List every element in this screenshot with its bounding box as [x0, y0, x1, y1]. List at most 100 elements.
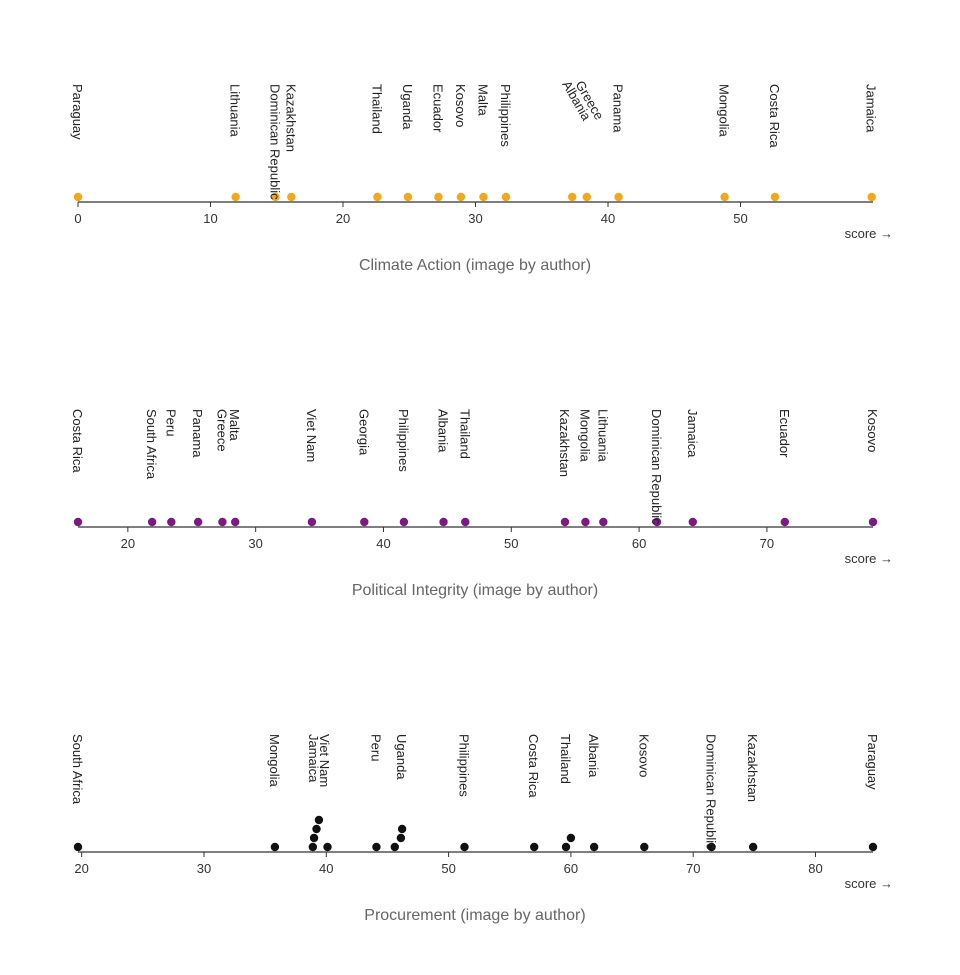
country-label: Albania — [436, 409, 451, 453]
data-point — [323, 842, 332, 852]
data-point — [581, 517, 590, 527]
country-label: Albania — [586, 734, 601, 778]
country-label: South Africa — [144, 409, 159, 480]
data-point — [479, 192, 488, 202]
country-label: Kazakhstan — [283, 84, 298, 152]
data-point — [390, 842, 399, 852]
x-tick-label: 30 — [468, 211, 482, 226]
country-label: Paraguay — [865, 734, 880, 790]
data-point — [271, 192, 280, 202]
country-label: Uganda — [400, 84, 415, 130]
chart-caption: Procurement (image by author) — [364, 907, 586, 924]
data-point — [566, 833, 576, 843]
x-axis-label: score → — [845, 876, 893, 891]
x-tick-label: 20 — [336, 211, 350, 226]
data-point — [868, 842, 878, 852]
country-label: Kosovo — [636, 734, 651, 777]
country-label: Thailand — [369, 84, 384, 134]
chart-panel-political-integrity: 20 30 40 50 60 70 score → Costa Rica South Afric… — [0, 325, 960, 650]
data-point — [720, 192, 729, 202]
country-label: Jamaica — [864, 84, 879, 133]
data-point — [707, 842, 716, 852]
country-label: Mongolia — [267, 734, 282, 788]
data-point — [530, 842, 539, 852]
x-tick-label: 60 — [564, 861, 578, 876]
country-label: Mongolia — [717, 84, 732, 138]
data-point — [397, 824, 407, 834]
data-point — [439, 517, 448, 527]
country-label: Malta — [227, 409, 242, 442]
country-label: Costa Rica — [526, 734, 541, 798]
country-label: South Africa — [70, 734, 85, 805]
data-point — [868, 517, 878, 527]
data-point — [780, 517, 790, 527]
data-point — [312, 824, 321, 834]
data-point — [501, 192, 511, 202]
country-label: Dominican Republic — [704, 734, 719, 850]
data-point — [147, 517, 157, 527]
data-point — [287, 192, 296, 202]
country-label: Paraguay — [70, 84, 85, 140]
country-label: Philippines — [396, 409, 411, 472]
country-label: Lithuania — [595, 409, 610, 463]
x-tick-label: 20 — [74, 861, 88, 876]
data-point — [309, 833, 319, 843]
country-label: Kazakhstan — [745, 734, 760, 802]
x-tick-label: 40 — [319, 861, 333, 876]
country-label: Georgia — [356, 409, 371, 456]
chart-procurement: 20 30 40 50 60 70 80 score → South Africa Mongoli… — [70, 734, 893, 891]
country-label: Costa Rica — [767, 84, 782, 148]
data-point — [748, 842, 758, 852]
x-tick-label: 70 — [760, 536, 774, 551]
data-point — [373, 192, 382, 202]
country-label: Ecuador — [430, 84, 445, 133]
data-point — [360, 517, 369, 527]
data-point — [270, 842, 280, 852]
data-point — [73, 517, 83, 527]
country-label: Malta — [475, 84, 490, 117]
x-tick-label: 50 — [733, 211, 747, 226]
data-point — [456, 192, 466, 202]
country-label: Dominican Republic — [267, 84, 282, 200]
data-point — [640, 842, 649, 852]
data-point — [193, 517, 203, 527]
x-tick-label: 40 — [601, 211, 615, 226]
chart-caption: Political Integrity (image by author) — [351, 582, 599, 599]
chart-panel-climate-action: 0 10 20 30 40 50 score → Paraguay Lithuania Domin… — [0, 0, 960, 325]
data-point — [460, 842, 469, 852]
data-point — [599, 517, 608, 527]
data-point — [308, 842, 318, 852]
data-point — [307, 517, 317, 527]
x-axis-label: score → — [845, 226, 893, 241]
x-tick-label: 40 — [376, 536, 390, 551]
data-point — [73, 192, 83, 202]
chart-panel-procurement: 20 30 40 50 60 70 80 score → South Africa Mongoli… — [0, 650, 960, 975]
data-point — [231, 517, 240, 527]
x-tick-label: 70 — [686, 861, 700, 876]
x-tick-label: 20 — [121, 536, 135, 551]
data-point — [167, 517, 176, 527]
data-point — [218, 517, 227, 527]
country-label: Jamaica — [306, 734, 321, 783]
data-point — [314, 815, 324, 825]
data-point — [231, 192, 240, 202]
country-label: Jamaica — [685, 409, 700, 458]
country-label: Thailand — [457, 409, 472, 459]
data-point — [614, 192, 623, 202]
x-tick-label: 60 — [632, 536, 646, 551]
chart-climate-action: 0 10 20 30 40 50 score → Paraguay Lithuania Domin… — [70, 78, 893, 241]
data-point — [589, 842, 599, 852]
x-tick-label: 0 — [74, 211, 81, 226]
country-label: Viet Nam — [304, 409, 319, 462]
country-label: Greece — [214, 409, 229, 452]
country-label: Philippines — [456, 734, 471, 797]
country-label: Dominican Republic — [649, 409, 664, 525]
data-point — [560, 517, 570, 527]
country-label: Philippines — [498, 84, 513, 147]
country-label: Kazakhstan — [557, 409, 572, 477]
country-label: Viet Nam — [317, 734, 332, 787]
data-point — [73, 842, 83, 852]
data-point — [396, 833, 406, 843]
data-point — [561, 842, 571, 852]
data-point — [372, 842, 381, 852]
